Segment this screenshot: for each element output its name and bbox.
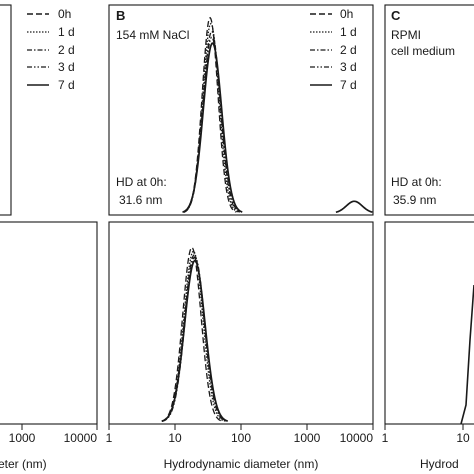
panel-b-bottom: 1 10 100 1000 10000 Hydrodynamic diameter (n… xyxy=(106,221,374,471)
panel-b-bottom-curves xyxy=(161,246,229,422)
panel-c-hd-label: HD at 0h: xyxy=(391,175,442,189)
panel-a-tick-1000: 1000 xyxy=(9,431,36,445)
panel-c-bottom-frame xyxy=(384,221,474,425)
panel-c-hd-value: 35.9 nm xyxy=(393,193,436,207)
panel-b-top-frame xyxy=(108,4,374,216)
legend-b-2-label: 2 d xyxy=(340,43,357,57)
panel-b-bottom-ticks: 1 10 100 1000 10000 xyxy=(106,424,374,445)
panel-b-title: 154 mM NaCl xyxy=(116,28,189,42)
panel-a-bottom: 1000 10000 eter (nm) xyxy=(0,221,98,471)
panel-c-top: C RPMI cell medium HD at 0h: 35.9 nm xyxy=(384,4,474,216)
panel-a-top-frame xyxy=(0,4,12,216)
panel-b-bottom-series-3 xyxy=(162,256,228,422)
legend-a-0-label: 0h xyxy=(58,7,71,21)
legend-b-0-label: 0h xyxy=(340,7,353,21)
legend-b-4-label: 7 d xyxy=(340,78,357,92)
panel-b-top-series-2 xyxy=(183,30,240,213)
legend-a-3-label: 3 d xyxy=(58,60,75,74)
panel-c-tick-label-10: 10 xyxy=(456,431,470,445)
panel-c-bottom-peak-edge xyxy=(460,284,474,425)
panel-a-xlabel: eter (nm) xyxy=(0,457,47,471)
panel-c-top-frame xyxy=(384,4,474,216)
panel-c-tick-label-1: 1 xyxy=(382,431,389,445)
panel-b-legend: 0h 1 d 2 d 3 d 7 d xyxy=(310,7,357,92)
legend-b-1-label: 1 d xyxy=(340,25,357,39)
panel-b-bottom-series-0 xyxy=(161,246,223,422)
panel-c-title-line2: cell medium xyxy=(391,44,455,58)
legend-b-3-label: 3 d xyxy=(340,60,357,74)
panel-b-top-curves xyxy=(182,16,373,214)
panel-b-xlabel: Hydrodynamic diameter (nm) xyxy=(164,457,319,471)
panel-a-tick-10000: 10000 xyxy=(64,431,98,445)
panel-a-bottom-frame xyxy=(0,221,98,425)
panel-b-top-series-4 xyxy=(182,42,373,214)
panel-a-top: 0h 1 d 2 d 3 d 7 d xyxy=(0,4,75,216)
panel-b-tick-label-1000: 1000 xyxy=(294,431,321,445)
panel-a-legend: 0h 1 d 2 d 3 d 7 d xyxy=(27,7,75,92)
panel-b-bottom-series-2 xyxy=(161,254,227,422)
panel-b-top-series-3 xyxy=(182,36,242,213)
panel-b-tick-label-100: 100 xyxy=(231,431,251,445)
panel-b-tick-label-1: 1 xyxy=(106,431,113,445)
legend-a-1-label: 1 d xyxy=(58,25,75,39)
panel-b-hd-label: HD at 0h: xyxy=(116,175,167,189)
panel-c-xlabel: Hydrod xyxy=(420,457,459,471)
panel-c-letter: C xyxy=(391,8,401,23)
panel-b-top: B 154 mM NaCl 0h 1 d 2 d 3 d 7 d HD at 0… xyxy=(108,4,374,216)
panel-c-title-line1: RPMI xyxy=(391,28,421,42)
panel-b-bottom-frame xyxy=(108,221,374,425)
panel-c-bottom: 1 10 Hydrod xyxy=(382,221,474,471)
panel-b-bottom-series-4 xyxy=(161,259,229,422)
legend-a-2-label: 2 d xyxy=(58,43,75,57)
legend-a-4-label: 7 d xyxy=(58,78,75,92)
panel-b-letter: B xyxy=(116,8,125,23)
panel-b-hd-value: 31.6 nm xyxy=(119,193,162,207)
panel-b-tick-label-10: 10 xyxy=(168,431,182,445)
panel-b-bottom-series-1 xyxy=(162,250,225,422)
panel-b-tick-label-10000: 10000 xyxy=(340,431,374,445)
